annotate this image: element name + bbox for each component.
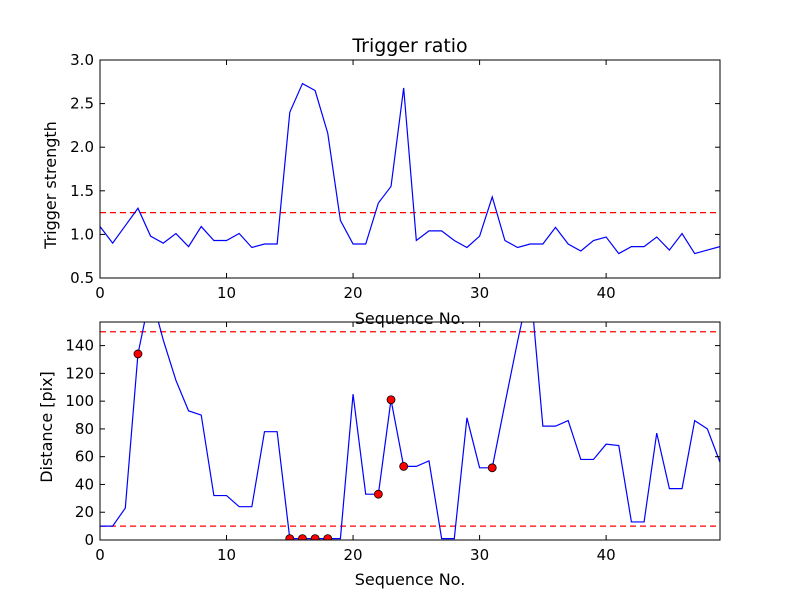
bottom-y-tick-label: 100 xyxy=(65,392,94,410)
top-axes-frame xyxy=(99,59,721,279)
bottom-x-tick-label: 20 xyxy=(344,546,363,564)
top-x-axis-label: Sequence No. xyxy=(355,309,466,328)
top-x-tick-label: 20 xyxy=(344,284,363,302)
bottom-y-tick-label: 40 xyxy=(75,475,94,493)
bottom-y-tick-label: 60 xyxy=(75,448,94,466)
bottom-y-tick-label: 20 xyxy=(75,503,94,521)
top-plot-content xyxy=(100,82,720,255)
bottom-axes-frame xyxy=(99,321,721,541)
top-y-tick-label: 2.0 xyxy=(70,138,94,156)
bottom-marker-point xyxy=(399,462,409,471)
distance-chart: 0 10 20 30 40 0 20 40 60 80 100 120 140 Sequence No.… xyxy=(37,321,721,589)
bottom-marker-point xyxy=(373,489,383,499)
bottom-x-axis-label: Sequence No. xyxy=(355,570,466,589)
top-y-axis-label: Trigger strength xyxy=(41,121,60,250)
bottom-y-tick-label: 120 xyxy=(65,364,94,382)
bottom-marker-point xyxy=(487,463,497,473)
bottom-plot-content xyxy=(100,322,720,540)
bottom-x-tick-label: 30 xyxy=(470,546,489,564)
bottom-x-tick-label: 10 xyxy=(217,546,236,564)
bottom-marker-point xyxy=(323,534,333,540)
bottom-y-tick-label: 80 xyxy=(75,420,94,438)
bottom-marker-point xyxy=(310,534,320,540)
top-y-tick-label: 1.5 xyxy=(70,182,94,200)
bottom-y-axis-label: Distance [pix] xyxy=(37,371,56,483)
bottom-marker-point xyxy=(298,534,307,540)
trigger-ratio-chart: Trigger ratio 0 10 20 30 40 0.5 1.0 1.5 2.0 2.5 3.… xyxy=(41,35,721,328)
bottom-series-line xyxy=(100,322,720,540)
top-y-tick-label: 1.0 xyxy=(70,225,94,243)
top-x-tick-label: 10 xyxy=(217,284,236,302)
bottom-plot-area: 0 10 20 30 40 0 20 40 60 80 100 120 140 xyxy=(65,321,721,564)
bottom-x-tick-label: 0 xyxy=(95,546,105,564)
bottom-y-tick-label: 140 xyxy=(65,337,94,355)
bottom-marker-point xyxy=(133,349,143,359)
top-series-line xyxy=(100,82,720,255)
top-plot-area: 0 10 20 30 40 0.5 1.0 1.5 2.0 2.5 3.0 xyxy=(70,51,721,302)
bottom-x-tick-label: 40 xyxy=(597,546,616,564)
bottom-marker-point xyxy=(285,534,295,540)
top-y-tick-label: 2.5 xyxy=(70,95,94,113)
bottom-marker-point xyxy=(386,395,396,405)
top-x-tick-label: 30 xyxy=(470,284,489,302)
top-x-tick-label: 0 xyxy=(95,284,105,302)
chart-title: Trigger ratio xyxy=(351,35,467,57)
top-x-tick-label: 40 xyxy=(597,284,616,302)
top-y-tick-label: 0.5 xyxy=(70,269,94,287)
top-y-tick-label: 3.0 xyxy=(70,51,94,69)
bottom-y-tick-label: 0 xyxy=(84,531,94,549)
